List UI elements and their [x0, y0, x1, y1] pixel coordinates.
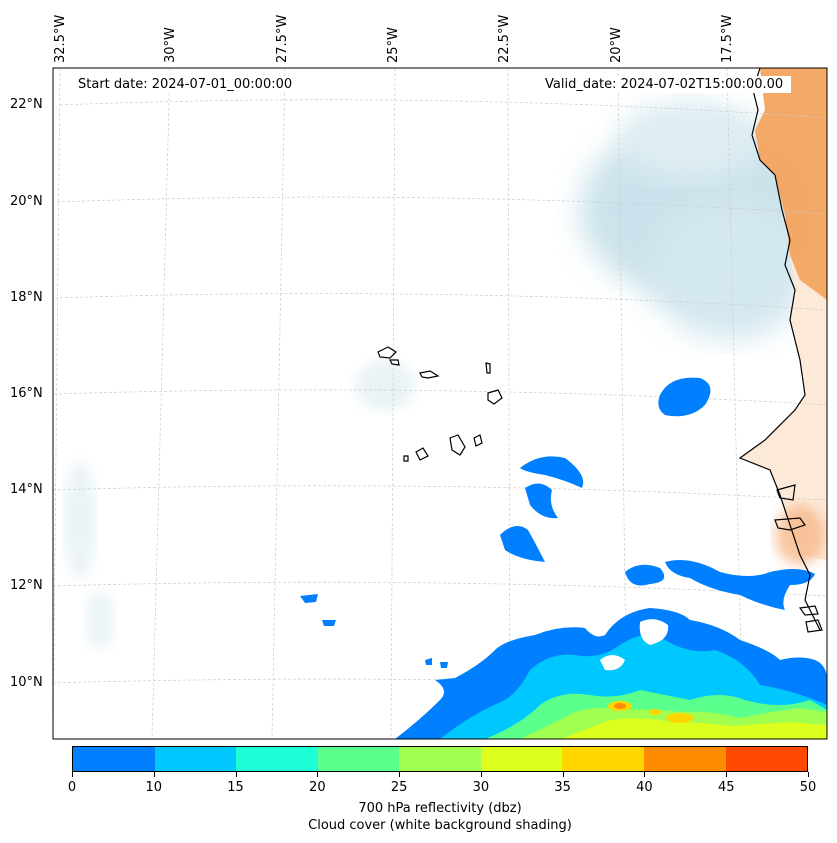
- colorbar-tick-label: 10: [145, 780, 163, 795]
- colorbar-tick: [644, 772, 646, 777]
- reflectivity-contours: [300, 377, 827, 739]
- colorbar-tick: [317, 772, 319, 777]
- colorbar-segment: [562, 747, 644, 771]
- colorbar-segment: [317, 747, 400, 771]
- map-frame: [52, 67, 828, 740]
- colorbar-label: 700 hPa reflectivity (dbz): [358, 801, 522, 816]
- colorbar-tick-label: 40: [636, 780, 653, 795]
- lon-label: 32.5°W: [53, 14, 68, 63]
- colorbar-tick: [399, 772, 401, 777]
- colorbar-tick: [72, 772, 73, 777]
- colorbar-tick: [726, 772, 728, 777]
- lon-label: 30°W: [163, 27, 178, 63]
- valid-date-label: Valid_date: 2024-07-02T15:00:00.00: [537, 76, 792, 93]
- colorbar-tick-label: 15: [227, 780, 244, 795]
- colorbar-tick: [153, 772, 155, 777]
- colorbar-segment: [236, 747, 318, 771]
- lat-label: 16°N: [10, 386, 43, 401]
- colorbar: [72, 746, 808, 772]
- lon-label: 20°W: [609, 27, 624, 63]
- colorbar-tick-label: 20: [309, 780, 326, 795]
- colorbar-tick: [808, 772, 809, 777]
- coastlines: [377, 68, 823, 633]
- colorbar-tick: [235, 772, 237, 777]
- colorbar-tick-label: 35: [554, 780, 571, 795]
- lat-label: 14°N: [10, 482, 43, 497]
- lat-label: 20°N: [10, 194, 43, 209]
- colorbar-segment: [725, 747, 808, 771]
- colorbar-segment: [643, 747, 726, 771]
- lon-label: 22.5°W: [497, 14, 512, 63]
- lon-label: 25°W: [386, 27, 401, 63]
- colorbar-segment: [73, 747, 155, 771]
- colorbar-tick-label: 0: [67, 780, 77, 795]
- colorbar-tick-label: 50: [799, 780, 817, 795]
- colorbar-segment: [399, 747, 481, 771]
- lat-label: 18°N: [10, 290, 43, 305]
- colorbar-segment: [154, 747, 237, 771]
- cloud-cover-shading: [65, 100, 820, 650]
- colorbar-segment: [480, 747, 563, 771]
- lat-label: 22°N: [10, 97, 43, 112]
- colorbar-tick: [562, 772, 564, 777]
- colorbar-tick-label: 45: [717, 780, 735, 795]
- colorbar-tick-label: 30: [472, 780, 490, 795]
- colorbar-sublabel: Cloud cover (white background shading): [308, 818, 572, 833]
- start-date-label: Start date: 2024-07-01_00:00:00: [70, 76, 301, 93]
- lat-label: 12°N: [10, 578, 43, 593]
- lat-label: 10°N: [10, 675, 43, 690]
- lon-label: 27.5°W: [275, 14, 290, 63]
- colorbar-tick: [480, 772, 482, 777]
- map-gridlines: [53, 68, 827, 739]
- colorbar-tick-label: 25: [390, 780, 408, 795]
- lon-label: 17.5°W: [720, 14, 735, 63]
